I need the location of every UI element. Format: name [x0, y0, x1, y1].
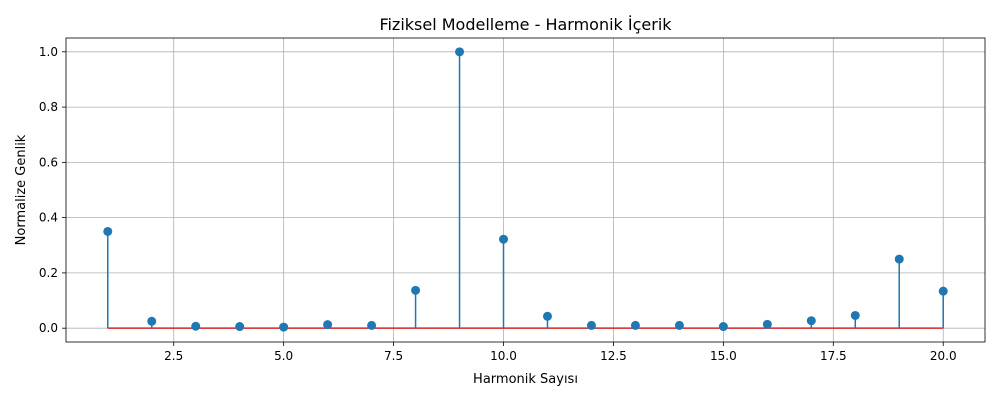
- stem-marker: [630, 320, 640, 330]
- stem-layer: [103, 47, 948, 332]
- x-tick-label: 12.5: [600, 349, 627, 363]
- stem-marker: [323, 320, 333, 330]
- stem-marker: [718, 322, 728, 332]
- stem-marker: [938, 286, 948, 296]
- x-axis-ticks: 2.5 5.0 7.5 10.0 12.5 15.0 17.5 20.0: [164, 342, 957, 363]
- stem-marker: [542, 311, 552, 321]
- x-tick-label: 5.0: [274, 349, 293, 363]
- chart-title: Fiziksel Modelleme - Harmonik İçerik: [379, 15, 672, 34]
- y-tick-label: 0.2: [39, 266, 58, 280]
- stem-marker: [367, 320, 377, 330]
- y-tick-label: 0.4: [39, 211, 58, 225]
- x-tick-label: 2.5: [164, 349, 183, 363]
- stem-marker: [235, 322, 245, 332]
- y-axis-ticks: 0.0 0.2 0.4 0.6 0.8 1.0: [39, 45, 66, 335]
- plot-frame: [65, 37, 986, 343]
- y-tick-label: 0.6: [39, 155, 58, 169]
- x-axis-label: Harmonik Sayısı: [473, 372, 578, 387]
- x-tick-label: 10.0: [490, 349, 517, 363]
- y-tick-label: 1.0: [39, 45, 58, 59]
- y-axis-label: Normalize Genlik: [14, 134, 29, 245]
- y-tick-label: 0.0: [39, 321, 58, 335]
- stem-marker: [762, 319, 772, 329]
- stem-marker: [674, 320, 684, 330]
- stem-marker: [103, 226, 113, 236]
- stem-marker: [411, 285, 421, 295]
- x-tick-label: 17.5: [820, 349, 847, 363]
- stem-marker: [279, 322, 289, 332]
- x-tick-label: 20.0: [930, 349, 957, 363]
- grid-layer: [66, 38, 985, 342]
- stem-marker: [894, 254, 904, 264]
- stem-marker: [850, 310, 860, 320]
- y-tick-label: 0.8: [39, 100, 58, 114]
- stem-marker: [455, 47, 465, 57]
- stem-marker: [147, 316, 157, 326]
- stem-marker: [191, 321, 201, 331]
- x-tick-label: 15.0: [710, 349, 737, 363]
- x-tick-label: 7.5: [384, 349, 403, 363]
- stem-marker: [806, 316, 816, 326]
- stem-marker: [586, 320, 596, 330]
- stem-marker: [499, 234, 509, 244]
